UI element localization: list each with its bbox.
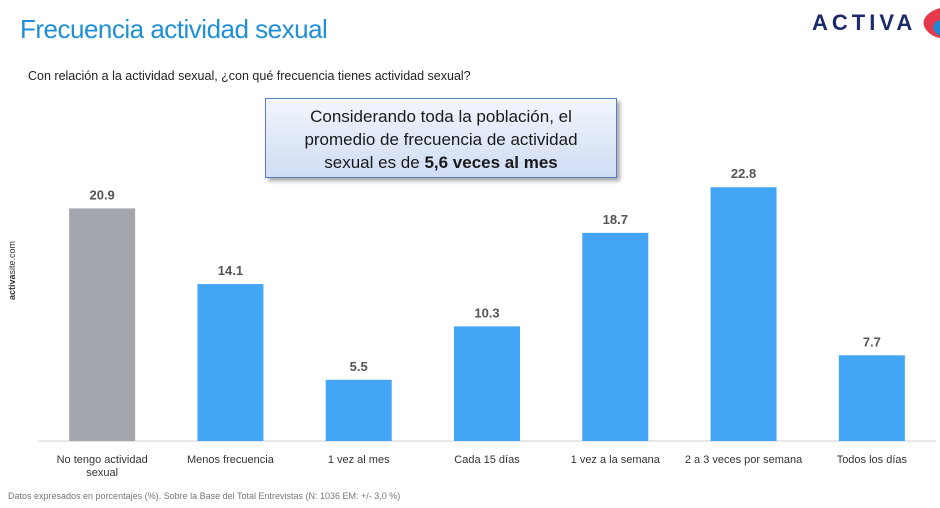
- bar-6: [838, 355, 905, 441]
- category-label-2: 1 vez al mes: [328, 454, 390, 466]
- brand-swoosh-icon: [923, 8, 940, 38]
- callout-line-2: promedio de frecuencia de actividad: [304, 130, 578, 149]
- category-label-0: No tengo actividad: [57, 454, 148, 466]
- survey-question: Con relación a la actividad sexual, ¿con…: [28, 69, 471, 83]
- value-label-6: 7.7: [863, 334, 881, 349]
- value-label-1: 14.1: [218, 263, 243, 278]
- callout-line-3-prefix: sexual es de: [324, 153, 425, 172]
- bar-2: [325, 379, 392, 441]
- category-label-1: Menos frecuencia: [187, 454, 275, 466]
- category-label-0-1: sexual: [86, 467, 118, 479]
- bar-3: [454, 326, 520, 441]
- bar-0: [69, 208, 136, 441]
- page-title: Frecuencia actividad sexual: [20, 14, 328, 44]
- brand-logo-text: ACTIVA: [812, 10, 917, 35]
- footnote: Datos expresados en porcentajes (%). Sob…: [8, 491, 401, 501]
- average-callout-box: Considerando toda la población, el prome…: [265, 98, 617, 178]
- bar-1: [197, 284, 264, 441]
- callout-line-3: sexual es de 5,6 veces al mes: [266, 151, 616, 174]
- category-label-5: 2 a 3 veces por semana: [685, 454, 803, 466]
- category-label-4: 1 vez a la semana: [571, 454, 661, 466]
- value-label-5: 22.8: [731, 166, 756, 181]
- bar-5: [710, 187, 777, 441]
- value-label-0: 20.9: [89, 187, 114, 202]
- bar-4: [582, 232, 649, 441]
- category-label-3: Cada 15 días: [454, 454, 520, 466]
- value-label-4: 18.7: [603, 212, 628, 227]
- value-label-3: 10.3: [474, 305, 499, 320]
- callout-highlight-value: 5,6 veces al mes: [424, 153, 558, 172]
- category-label-6: Todos los días: [837, 454, 908, 466]
- value-label-2: 5.5: [350, 359, 368, 374]
- callout-line-1: Considerando toda la población, el: [310, 107, 572, 126]
